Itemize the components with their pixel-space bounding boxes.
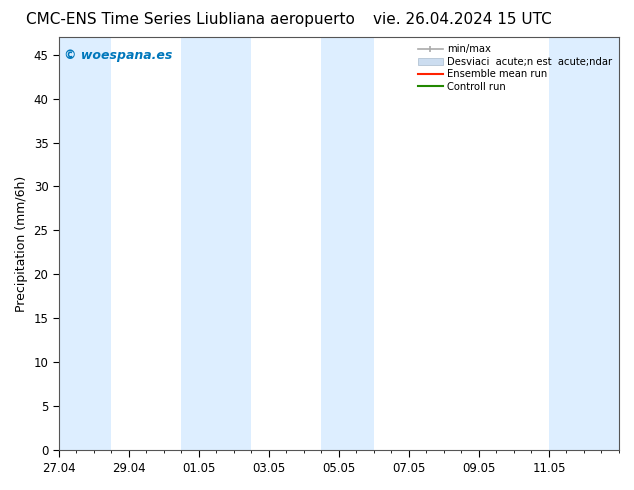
Bar [181,37,252,450]
Bar [59,37,112,450]
Text: © woespana.es: © woespana.es [65,49,173,62]
Text: CMC-ENS Time Series Liubliana aeropuerto: CMC-ENS Time Series Liubliana aeropuerto [26,12,354,27]
Legend: min/max, Desviaci  acute;n est  acute;ndar, Ensemble mean run, Controll run: min/max, Desviaci acute;n est acute;ndar… [414,40,616,96]
Bar [321,37,374,450]
Bar [549,37,619,450]
Y-axis label: Precipitation (mm/6h): Precipitation (mm/6h) [15,175,28,312]
Text: vie. 26.04.2024 15 UTC: vie. 26.04.2024 15 UTC [373,12,552,27]
